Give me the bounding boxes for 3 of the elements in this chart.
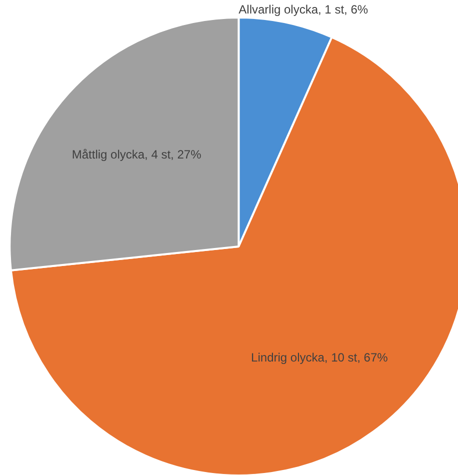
slice-label: Allvarlig olycka, 1 st, 6% — [238, 2, 368, 16]
slice-label: Lindrig olycka, 10 st, 67% — [251, 350, 388, 365]
slice-label: Måttlig olycka, 4 st, 27% — [72, 148, 202, 162]
